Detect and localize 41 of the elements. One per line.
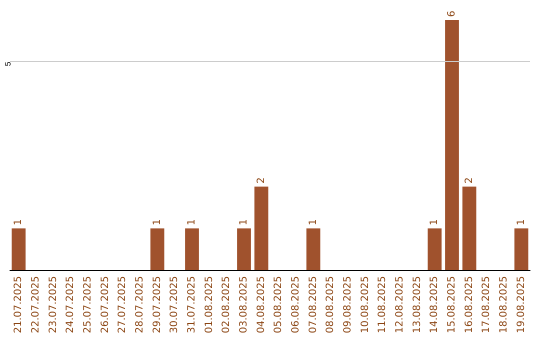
x-tick-label: 02.08.2025: [221, 276, 232, 334]
x-tick-label: 29.07.2025: [152, 276, 163, 334]
x-tick-label: 12.08.2025: [394, 276, 406, 334]
x-tick-label: 23.07.2025: [48, 276, 59, 334]
x-tick-label: 28.07.2025: [134, 276, 146, 334]
x-tick-label: 03.08.2025: [238, 276, 250, 334]
data-label: 2: [464, 177, 475, 184]
data-label: 1: [152, 218, 163, 226]
x-tick-label: 25.07.2025: [82, 276, 94, 334]
x-tick-label: 08.08.2025: [325, 276, 336, 334]
x-tick-label: 07.08.2025: [308, 276, 319, 334]
data-label: 1: [308, 218, 319, 226]
data-label: 1: [13, 218, 24, 226]
x-tick-label: 01.08.2025: [204, 276, 215, 334]
data-label: 2: [256, 177, 267, 184]
x-tick-label: 31.07.2025: [186, 276, 198, 334]
x-tick-label: 13.08.2025: [412, 276, 423, 334]
x-tick-label: 11.08.2025: [377, 276, 388, 334]
x-tick-label: 27.07.2025: [117, 276, 128, 334]
x-tick-label: 06.08.2025: [290, 276, 302, 334]
x-tick-label: 18.08.2025: [498, 276, 510, 334]
x-tick-label: 21.07.2025: [13, 276, 24, 334]
x-tick-label: 14.08.2025: [429, 276, 440, 334]
x-tick-label: 04.08.2025: [256, 276, 267, 334]
x-tick-label: 09.08.2025: [342, 276, 354, 334]
x-tick-label: 22.07.2025: [30, 276, 42, 334]
x-tick-label: 24.07.2025: [65, 276, 76, 334]
x-tick-label: 26.07.2025: [100, 276, 111, 334]
data-label: 1: [429, 218, 440, 226]
x-tick-label: 15.08.2025: [446, 276, 458, 334]
ref-line-label: 5: [4, 61, 12, 66]
data-label: 1: [186, 218, 198, 226]
data-label: 1: [238, 218, 250, 226]
data-label: 6: [446, 10, 458, 17]
x-tick-label: 19.08.2025: [516, 276, 527, 334]
x-tick-label: 16.08.2025: [464, 276, 475, 334]
x-tick-label: 30.07.2025: [169, 276, 180, 334]
x-tick-label: 05.08.2025: [273, 276, 284, 334]
x-tick-label: 17.08.2025: [481, 276, 492, 334]
x-tick-label: 10.08.2025: [360, 276, 371, 334]
data-label: 1: [516, 218, 527, 226]
